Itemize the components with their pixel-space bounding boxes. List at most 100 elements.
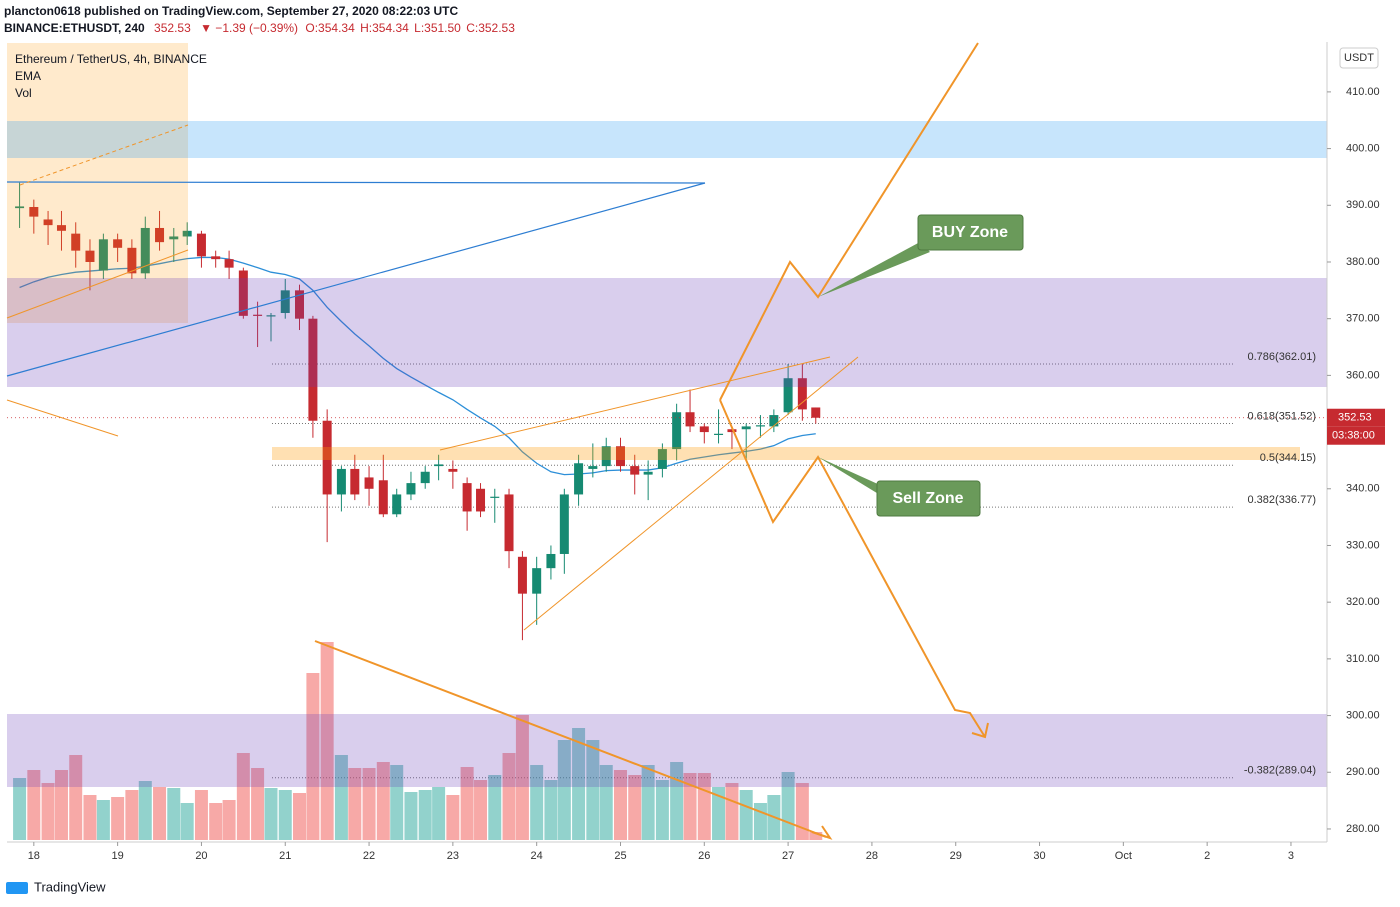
candle-body bbox=[140, 227, 150, 274]
volume-bar bbox=[111, 797, 125, 840]
ohlc: H:354.34 bbox=[360, 21, 409, 35]
volume-bar bbox=[753, 803, 767, 840]
candle-body bbox=[448, 468, 458, 472]
indicator-label: Vol bbox=[15, 86, 32, 100]
ema-line bbox=[19, 256, 816, 476]
trend-line bbox=[6, 399, 119, 437]
volume-bar bbox=[460, 767, 474, 840]
volume-bar bbox=[488, 775, 502, 840]
change: ▼ −1.39 (−0.39%) bbox=[200, 21, 298, 35]
y-tick-label: 320.00 bbox=[1346, 596, 1380, 608]
y-tick-label: 280.00 bbox=[1346, 823, 1380, 835]
x-tick-label: 3 bbox=[1288, 850, 1294, 862]
candle-body bbox=[98, 239, 108, 271]
x-tick-label: 20 bbox=[195, 850, 207, 862]
volume-bar bbox=[628, 775, 642, 840]
indicator-label: EMA bbox=[15, 69, 41, 83]
y-tick-label: 370.00 bbox=[1346, 313, 1380, 325]
volume-bar bbox=[180, 803, 194, 840]
candle-body bbox=[685, 412, 695, 427]
candle-body bbox=[406, 483, 416, 495]
projection-down bbox=[719, 399, 986, 738]
volume-bar bbox=[530, 765, 544, 840]
y-tick-label: 390.00 bbox=[1346, 199, 1380, 211]
volume-bar bbox=[320, 642, 334, 840]
supply-zone bbox=[7, 278, 1327, 387]
resistance-zone bbox=[7, 121, 1327, 158]
candle-body bbox=[211, 256, 221, 260]
annotation: BUY Zone bbox=[932, 224, 1008, 241]
fib-label: 0.786(362.01) bbox=[1248, 351, 1317, 363]
x-tick-label: 2 bbox=[1204, 850, 1210, 862]
price-label-box bbox=[1327, 408, 1385, 427]
volume-bar bbox=[194, 790, 208, 840]
candle-body bbox=[253, 314, 263, 316]
volume-bar bbox=[264, 788, 278, 840]
volume-bar bbox=[138, 781, 152, 840]
candle-body bbox=[127, 247, 137, 274]
candle-body bbox=[574, 463, 584, 495]
candle-body bbox=[517, 556, 527, 594]
candle-body bbox=[588, 466, 598, 469]
volume-bar bbox=[376, 762, 390, 840]
volume-bar bbox=[712, 787, 726, 840]
volume-bar bbox=[544, 780, 558, 840]
fib-label: 0.618(351.52) bbox=[1248, 410, 1317, 422]
volume-bar bbox=[27, 770, 41, 840]
currency-badge[interactable] bbox=[1339, 47, 1379, 69]
trend-line bbox=[6, 182, 706, 377]
volume-bar bbox=[795, 783, 809, 840]
y-tick-label: 290.00 bbox=[1346, 766, 1380, 778]
volume-bar bbox=[474, 780, 488, 840]
volume-bar bbox=[418, 790, 432, 840]
symbol-line: BINANCE:ETHUSDT, 240 352.53 ▼ −1.39 (−0.… bbox=[4, 21, 515, 35]
candle-body bbox=[71, 233, 81, 251]
candle-body bbox=[643, 471, 653, 475]
plot bbox=[7, 182, 1327, 840]
candle-body bbox=[322, 420, 332, 495]
candle-body bbox=[741, 426, 751, 430]
volume-bar bbox=[54, 770, 68, 840]
candle-body bbox=[755, 425, 765, 427]
candle-body bbox=[797, 378, 807, 410]
x-tick-label: 22 bbox=[363, 850, 375, 862]
ohlc: C:352.53 bbox=[466, 21, 515, 35]
volume-bar bbox=[306, 673, 320, 840]
fib-zone bbox=[272, 447, 1300, 460]
y-tick-label: 360.00 bbox=[1346, 369, 1380, 381]
candle-body bbox=[559, 494, 569, 554]
arrow-head bbox=[971, 722, 989, 739]
volume-bar bbox=[572, 728, 586, 840]
volume-bar bbox=[683, 773, 697, 840]
x-tick-label: 23 bbox=[447, 850, 459, 862]
candle-body bbox=[783, 378, 793, 413]
volume-bar bbox=[641, 765, 655, 840]
candle-body bbox=[280, 290, 290, 314]
volume-bar bbox=[432, 787, 446, 840]
callout-box bbox=[876, 480, 981, 517]
volume-bar bbox=[209, 803, 223, 840]
candle-body bbox=[714, 433, 724, 435]
candle-body bbox=[308, 318, 318, 421]
volume-bar bbox=[167, 788, 181, 840]
volume-bar bbox=[125, 790, 139, 840]
x-tick-label: Oct bbox=[1115, 850, 1132, 862]
candle-body bbox=[392, 494, 402, 515]
candle-body bbox=[420, 471, 430, 484]
candle-body bbox=[727, 429, 737, 433]
volume-bar bbox=[153, 787, 167, 840]
y-tick-label: 300.00 bbox=[1346, 709, 1380, 721]
volume-bar bbox=[390, 765, 404, 840]
candle-body bbox=[336, 468, 346, 495]
fib-label: -0.382(289.04) bbox=[1244, 765, 1316, 777]
candle-body bbox=[224, 259, 234, 268]
candle-body bbox=[504, 494, 514, 552]
volume-bar bbox=[222, 800, 236, 840]
volume-bar bbox=[404, 792, 418, 840]
volume-bar bbox=[446, 795, 460, 840]
arrow-head bbox=[811, 825, 833, 840]
volume-bar bbox=[251, 768, 265, 840]
volume-bar bbox=[515, 715, 529, 840]
demand-zone bbox=[7, 714, 1327, 787]
